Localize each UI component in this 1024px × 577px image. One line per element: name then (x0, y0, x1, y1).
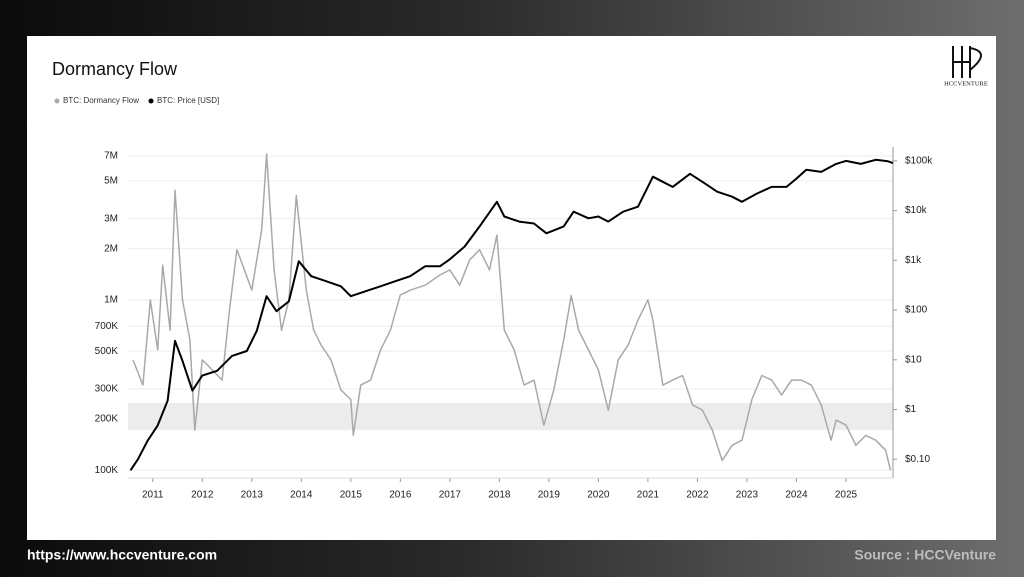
legend-swatch (54, 98, 60, 104)
y2-tick-label: $10k (905, 205, 928, 216)
y2-tick-label: $0.10 (905, 454, 930, 465)
legend-label: BTC: Price [USD] (157, 96, 219, 105)
highlight-band (128, 403, 893, 431)
y-tick-label: 2M (104, 243, 118, 254)
x-tick-label: 2014 (290, 490, 313, 501)
x-tick-label: 2018 (488, 490, 511, 501)
x-tick-label: 2021 (637, 490, 660, 501)
footer-url: https://www.hccventure.com (27, 547, 217, 563)
x-tick-label: 2022 (686, 490, 709, 501)
x-tick-label: 2020 (587, 490, 610, 501)
y2-tick-label: $1k (905, 255, 922, 266)
y2-tick-label: $100k (905, 156, 933, 167)
y-tick-label: 100K (95, 465, 119, 476)
y-tick-label: 700K (95, 321, 119, 332)
x-tick-label: 2024 (785, 490, 808, 501)
x-tick-label: 2013 (241, 490, 264, 501)
y-tick-label: 1M (104, 295, 118, 306)
chart-title: Dormancy Flow (52, 59, 178, 79)
x-tick-label: 2023 (736, 490, 759, 501)
logo-text: HCCVENTURE (944, 80, 988, 87)
panel (27, 36, 996, 540)
x-tick-label: 2025 (835, 490, 858, 501)
x-tick-label: 2017 (439, 490, 462, 501)
legend-label: BTC: Dormancy Flow (63, 96, 139, 105)
y-tick-label: 5M (104, 175, 118, 186)
y2-tick-label: $1 (905, 404, 917, 415)
x-tick-label: 2012 (191, 490, 214, 501)
x-tick-label: 2015 (340, 490, 363, 501)
legend-swatch (148, 98, 154, 104)
x-tick-label: 2011 (142, 490, 164, 501)
logo-mark (952, 46, 982, 78)
legend: BTC: Dormancy Flow BTC: Price [USD] (54, 96, 219, 105)
y-tick-label: 300K (95, 384, 119, 395)
series-line (129, 158, 894, 471)
y-tick-label: 3M (104, 213, 118, 224)
series-line (132, 153, 892, 471)
x-tick-label: 2016 (389, 490, 412, 501)
y2-tick-label: $10 (905, 354, 922, 365)
y2-tick-label: $100 (905, 305, 928, 316)
x-tick-label: 2019 (538, 490, 561, 501)
y-tick-label: 500K (95, 346, 119, 357)
y-tick-label: 7M (104, 151, 118, 162)
footer-source: Source : HCCVenture (854, 547, 996, 563)
y-tick-label: 200K (95, 414, 119, 425)
